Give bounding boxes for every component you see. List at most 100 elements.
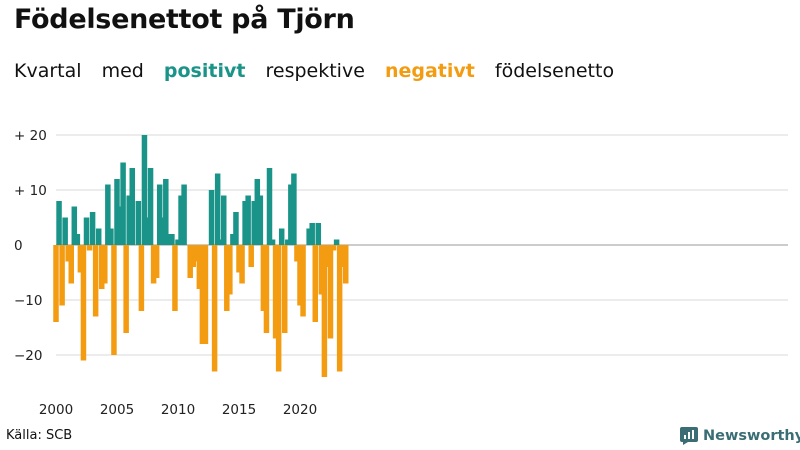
subtitle-positive-label: positivt [163, 60, 246, 82]
subtitle-word: respektive [265, 60, 365, 82]
x-tick-label: 2020 [283, 402, 317, 418]
bar-negative [339, 245, 346, 267]
bar-positive [83, 217, 90, 245]
bar-positive [89, 212, 96, 245]
subtitle-word: födelsenetto [494, 60, 615, 82]
bar-negative [272, 245, 279, 339]
bar-positive [208, 190, 215, 245]
bar-positive [95, 228, 102, 245]
subtitle-word: Kvartal [14, 60, 82, 82]
bar-negative [102, 245, 108, 284]
bar-negative [138, 245, 145, 311]
bar-positive [178, 195, 184, 245]
chart-subtitle: Kvartal med positivt respektive negativt… [14, 60, 628, 82]
bar-negative [211, 245, 218, 372]
bar-positive [163, 179, 169, 245]
bar-negative [321, 245, 328, 377]
bar-negative [123, 245, 129, 333]
brand-logo: Newsworthy [680, 427, 800, 445]
bar-negative [153, 245, 160, 278]
bar-negative [263, 245, 270, 333]
y-tick-label: −20 [14, 348, 43, 364]
x-tick-label: 2005 [100, 402, 134, 418]
bar-positive [74, 234, 81, 245]
bar-negative [53, 245, 59, 322]
bar-positive [269, 239, 276, 245]
bar-positive [141, 135, 148, 245]
bar-negative [318, 245, 325, 295]
bar-positive [251, 201, 257, 245]
bar-positive [117, 206, 123, 245]
bar-positive [214, 173, 221, 245]
bar-positive [221, 195, 227, 245]
bar-positive [233, 212, 239, 245]
bar-positive [114, 179, 120, 245]
bar-negative [99, 245, 105, 289]
bar-positive [144, 217, 151, 245]
bar-negative [312, 245, 318, 322]
bar-negative [80, 245, 87, 361]
bar-positive [160, 217, 166, 245]
bar-positive [71, 206, 78, 245]
bar-positive [333, 239, 340, 245]
bar-negative [68, 245, 74, 284]
subtitle-negative-label: negativt [384, 60, 475, 82]
bar-positive [288, 184, 294, 245]
bar-positive [120, 162, 126, 245]
newsworthy-logo-icon [680, 427, 698, 445]
subtitle-word: med [101, 60, 144, 82]
bar-negative [77, 245, 84, 273]
bar-positive [181, 184, 187, 245]
brand-name: Newsworthy [703, 428, 800, 444]
chart-title: Födelsenettot på Tjörn [14, 4, 355, 35]
bar-negative [224, 245, 230, 311]
bar-positive [62, 217, 68, 245]
bar-negative [202, 245, 209, 344]
bar-negative [327, 245, 334, 339]
bar-negative [275, 245, 282, 372]
bar-positive [230, 234, 236, 245]
bar-positive [105, 184, 111, 245]
bar-negative [92, 245, 99, 317]
bar-negative [343, 245, 349, 284]
bar-positive [129, 168, 135, 245]
bar-negative [65, 245, 71, 262]
bar-positive [278, 228, 285, 245]
bar-negative [330, 245, 337, 251]
bar-positive [242, 201, 248, 245]
bar-positive [56, 201, 62, 245]
bar-positive [306, 228, 312, 245]
bar-negative [336, 245, 343, 372]
bar-negative [111, 245, 117, 355]
bar-negative [227, 245, 233, 295]
bar-positive [126, 195, 132, 245]
bar-negative [324, 245, 331, 267]
bar-negative [297, 245, 303, 306]
bar-positive [147, 168, 154, 245]
bar-negative [260, 245, 267, 311]
bar-positive [285, 239, 291, 245]
bar-positive [108, 228, 114, 245]
x-tick-label: 2010 [161, 402, 195, 418]
bar-negative [239, 245, 245, 284]
y-tick-label: 0 [14, 238, 23, 254]
y-tick-label: −10 [14, 293, 43, 309]
bar-negative [199, 245, 206, 344]
bar-positive [166, 234, 172, 245]
y-tick-label: + 20 [14, 128, 47, 144]
bar-negative [193, 245, 200, 262]
bar-negative [172, 245, 178, 311]
bar-negative [59, 245, 65, 306]
bar-negative [187, 245, 193, 278]
bar-negative [236, 245, 242, 273]
bar-positive [266, 168, 273, 245]
bar-negative [190, 245, 196, 267]
bar-negative [300, 245, 306, 317]
bar-positive [315, 223, 322, 245]
bar-positive [135, 201, 142, 245]
bar-negative [248, 245, 254, 267]
bar-positive [156, 184, 163, 245]
bar-negative [282, 245, 288, 333]
bar-positive [169, 234, 175, 245]
